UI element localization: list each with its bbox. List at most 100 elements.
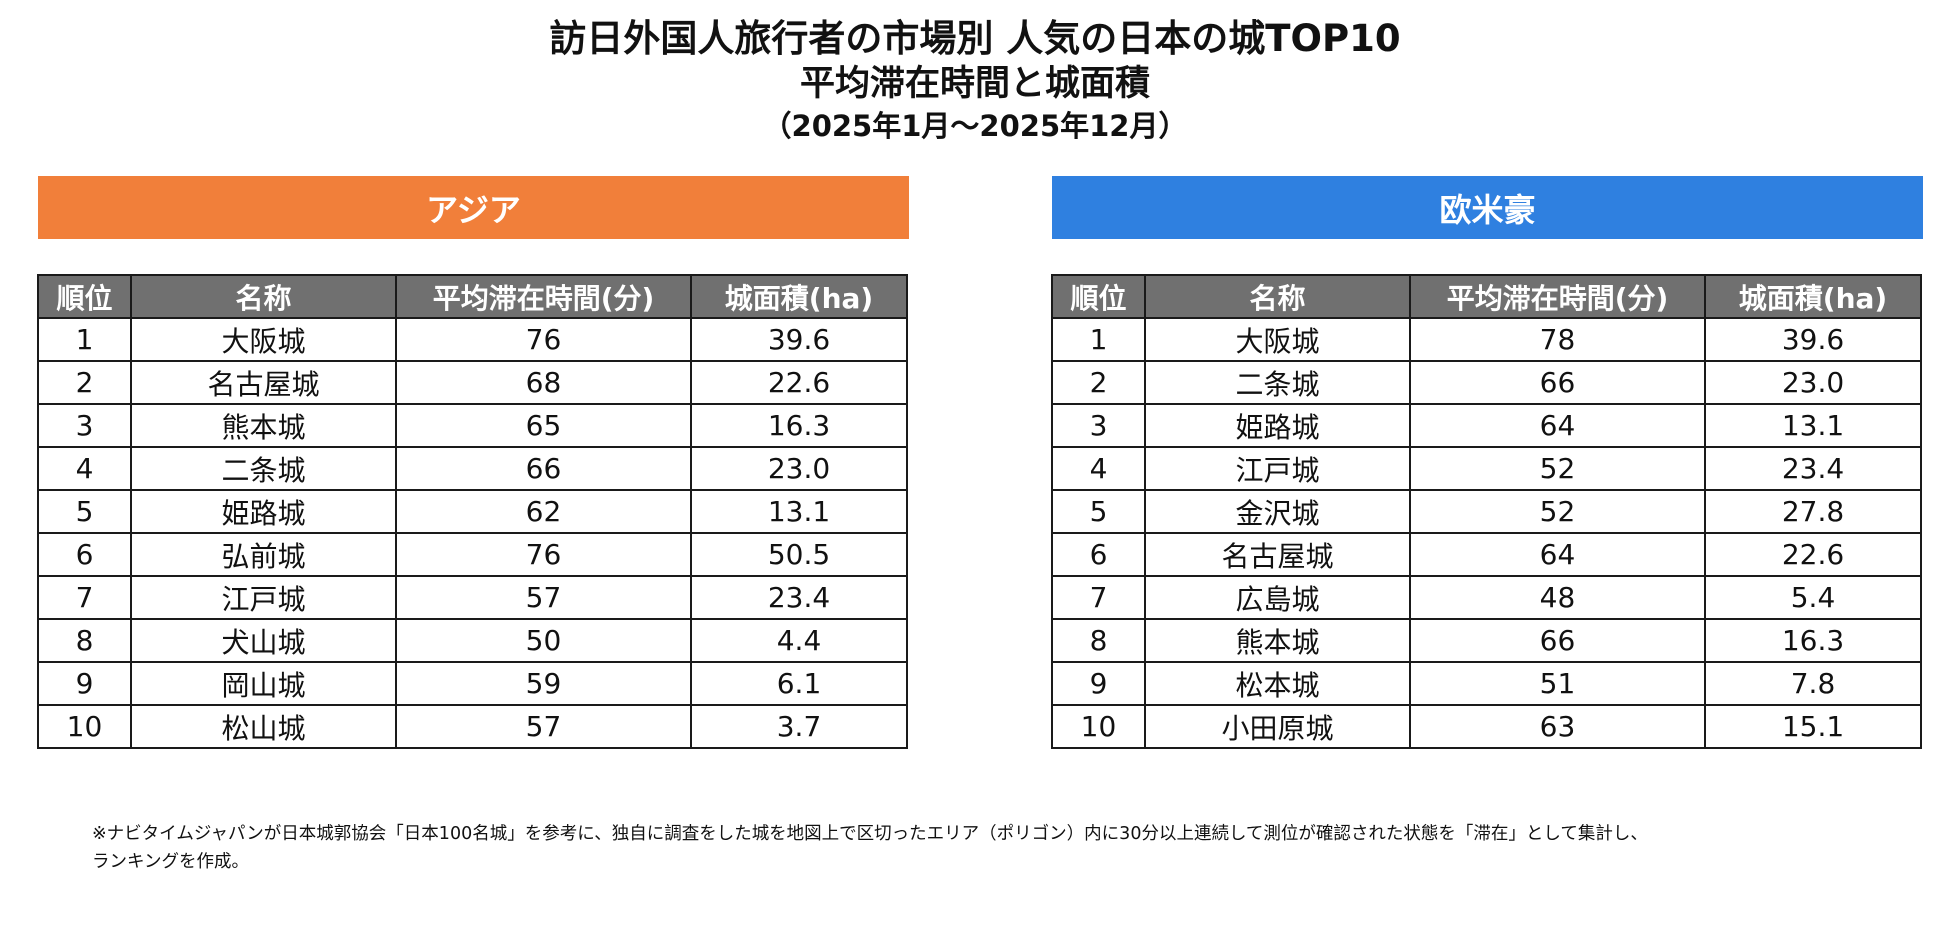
cell-avg-stay: 76 (395, 532, 692, 577)
cell-castle-name: 松本城 (1144, 661, 1411, 706)
cell-rank: 10 (1051, 704, 1146, 749)
cell-area: 15.1 (1704, 704, 1922, 749)
header-area: 城面積(ha) (690, 274, 908, 319)
cell-area: 23.0 (690, 446, 908, 491)
cell-avg-stay: 68 (395, 360, 692, 405)
footnote: ※ナビタイムジャパンが日本城郭協会「日本100名城」を参考に、独自に調査をした城… (92, 820, 1892, 876)
cell-area: 7.8 (1704, 661, 1922, 706)
cell-rank: 2 (1051, 360, 1146, 405)
table-row: 8 犬山城 50 4.4 (37, 618, 908, 663)
cell-rank: 10 (37, 704, 132, 749)
footnote-line-2: ランキングを作成。 (92, 852, 249, 872)
cell-rank: 2 (37, 360, 132, 405)
cell-castle-name: 金沢城 (1144, 489, 1411, 534)
header-avg-stay: 平均滞在時間(分) (1409, 274, 1706, 319)
cell-castle-name: 小田原城 (1144, 704, 1411, 749)
table-row: 1 大阪城 78 39.6 (1051, 317, 1922, 362)
cell-area: 39.6 (1704, 317, 1922, 362)
header-area: 城面積(ha) (1704, 274, 1922, 319)
cell-rank: 1 (37, 317, 132, 362)
cell-avg-stay: 48 (1409, 575, 1706, 620)
cell-rank: 1 (1051, 317, 1146, 362)
west-ranking-table: 順位 名称 平均滞在時間(分) 城面積(ha) 1 大阪城 78 39.6 2 二条城 66… (1051, 274, 1922, 749)
table-row: 2 名古屋城 68 22.6 (37, 360, 908, 405)
cell-avg-stay: 64 (1409, 403, 1706, 448)
cell-castle-name: 二条城 (1144, 360, 1411, 405)
cell-avg-stay: 66 (395, 446, 692, 491)
cell-rank: 5 (37, 489, 132, 534)
table-row: 6 名古屋城 64 22.6 (1051, 532, 1922, 577)
cell-area: 23.4 (690, 575, 908, 620)
cell-castle-name: 大阪城 (1144, 317, 1411, 362)
asia-banner: アジア (38, 176, 909, 239)
cell-avg-stay: 66 (1409, 618, 1706, 663)
cell-rank: 4 (37, 446, 132, 491)
cell-avg-stay: 63 (1409, 704, 1706, 749)
cell-avg-stay: 76 (395, 317, 692, 362)
cell-castle-name: 犬山城 (130, 618, 397, 663)
cell-avg-stay: 78 (1409, 317, 1706, 362)
cell-area: 6.1 (690, 661, 908, 706)
cell-castle-name: 名古屋城 (1144, 532, 1411, 577)
table-header-row: 順位 名称 平均滞在時間(分) 城面積(ha) (37, 274, 908, 319)
cell-area: 23.4 (1704, 446, 1922, 491)
cell-avg-stay: 59 (395, 661, 692, 706)
table-row: 6 弘前城 76 50.5 (37, 532, 908, 577)
cell-castle-name: 広島城 (1144, 575, 1411, 620)
table-row: 3 姫路城 64 13.1 (1051, 403, 1922, 448)
cell-area: 27.8 (1704, 489, 1922, 534)
table-header-row: 順位 名称 平均滞在時間(分) 城面積(ha) (1051, 274, 1922, 319)
cell-rank: 8 (1051, 618, 1146, 663)
cell-rank: 7 (37, 575, 132, 620)
cell-rank: 5 (1051, 489, 1146, 534)
cell-castle-name: 名古屋城 (130, 360, 397, 405)
cell-castle-name: 熊本城 (130, 403, 397, 448)
cell-rank: 6 (37, 532, 132, 577)
cell-castle-name: 弘前城 (130, 532, 397, 577)
cell-castle-name: 姫路城 (130, 489, 397, 534)
cell-avg-stay: 50 (395, 618, 692, 663)
cell-castle-name: 二条城 (130, 446, 397, 491)
cell-avg-stay: 64 (1409, 532, 1706, 577)
table-row: 1 大阪城 76 39.6 (37, 317, 908, 362)
header-rank: 順位 (37, 274, 132, 319)
cell-castle-name: 大阪城 (130, 317, 397, 362)
cell-rank: 3 (1051, 403, 1146, 448)
table-row: 5 金沢城 52 27.8 (1051, 489, 1922, 534)
cell-area: 16.3 (1704, 618, 1922, 663)
cell-area: 13.1 (1704, 403, 1922, 448)
cell-castle-name: 松山城 (130, 704, 397, 749)
cell-area: 3.7 (690, 704, 908, 749)
cell-area: 13.1 (690, 489, 908, 534)
cell-avg-stay: 52 (1409, 489, 1706, 534)
cell-castle-name: 江戸城 (130, 575, 397, 620)
cell-area: 5.4 (1704, 575, 1922, 620)
cell-rank: 6 (1051, 532, 1146, 577)
west-banner: 欧米豪 (1052, 176, 1923, 239)
cell-castle-name: 岡山城 (130, 661, 397, 706)
cell-area: 16.3 (690, 403, 908, 448)
cell-area: 4.4 (690, 618, 908, 663)
cell-rank: 8 (37, 618, 132, 663)
cell-castle-name: 江戸城 (1144, 446, 1411, 491)
cell-castle-name: 姫路城 (1144, 403, 1411, 448)
table-row: 4 江戸城 52 23.4 (1051, 446, 1922, 491)
date-range: （2025年1月～2025年12月） (762, 109, 1188, 143)
cell-avg-stay: 62 (395, 489, 692, 534)
footnote-line-1: ※ナビタイムジャパンが日本城郭協会「日本100名城」を参考に、独自に調査をした城… (92, 824, 1648, 844)
cell-avg-stay: 66 (1409, 360, 1706, 405)
cell-avg-stay: 57 (395, 575, 692, 620)
header-name: 名称 (1144, 274, 1411, 319)
table-row: 5 姫路城 62 13.1 (37, 489, 908, 534)
cell-rank: 9 (1051, 661, 1146, 706)
cell-area: 22.6 (1704, 532, 1922, 577)
table-row: 3 熊本城 65 16.3 (37, 403, 908, 448)
cell-area: 39.6 (690, 317, 908, 362)
table-row: 4 二条城 66 23.0 (37, 446, 908, 491)
cell-avg-stay: 57 (395, 704, 692, 749)
table-row: 7 広島城 48 5.4 (1051, 575, 1922, 620)
page-title: 訪日外国人旅行者の市場別 人気の日本の城TOP10 (549, 17, 1401, 60)
asia-ranking-table: 順位 名称 平均滞在時間(分) 城面積(ha) 1 大阪城 76 39.6 2 名古屋城 6… (37, 274, 908, 749)
table-row: 10 小田原城 63 15.1 (1051, 704, 1922, 749)
cell-avg-stay: 51 (1409, 661, 1706, 706)
